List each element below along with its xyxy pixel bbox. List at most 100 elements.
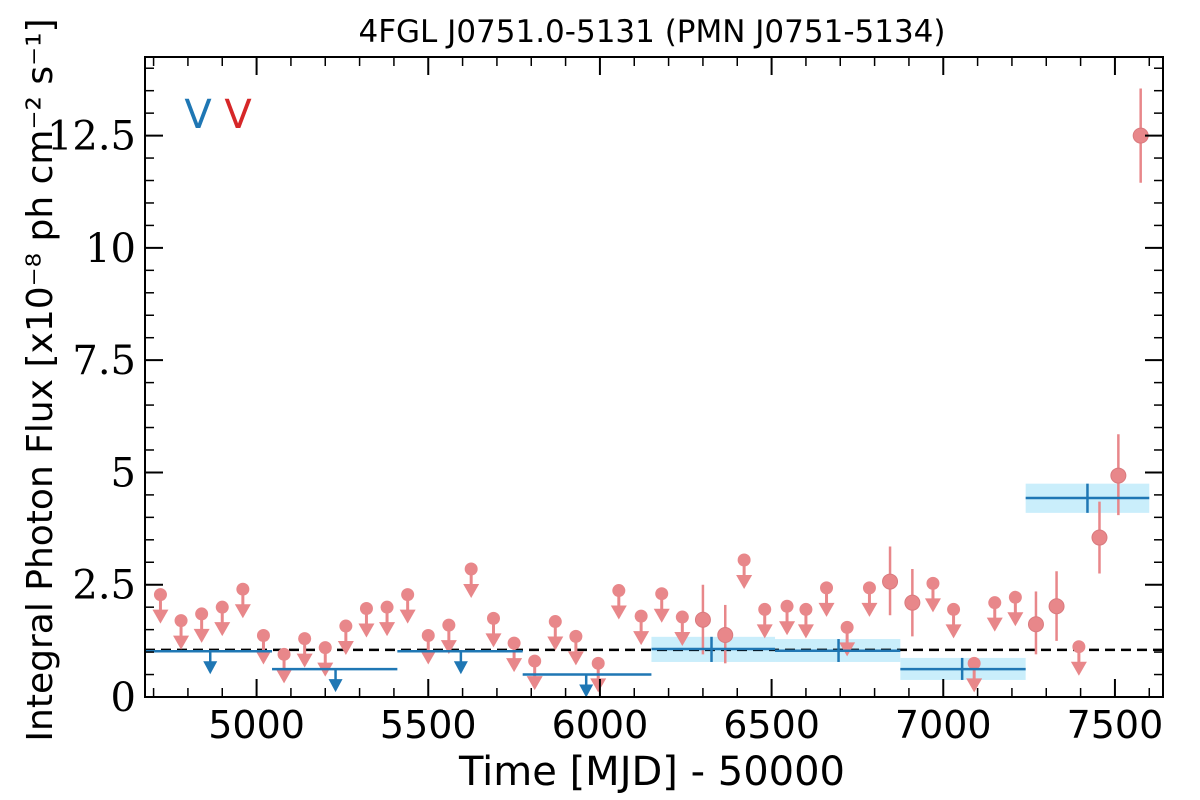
monthly-upper-limit-point bbox=[1072, 640, 1086, 654]
binned-upper-limit-arrow bbox=[453, 661, 468, 675]
monthly-upper-limit-point bbox=[737, 553, 751, 567]
legend-entry-binned: V bbox=[184, 92, 212, 138]
monthly-flux-point bbox=[717, 627, 734, 644]
chart-title: 4FGL J0751.0-5131 (PMN J0751-5134) bbox=[358, 14, 945, 50]
monthly-upper-limit-arrow bbox=[399, 609, 416, 624]
y-tick-label: 10 bbox=[85, 226, 136, 272]
monthly-upper-limit-point bbox=[401, 588, 415, 602]
monthly-upper-limit-point bbox=[236, 582, 250, 596]
monthly-upper-limit-point bbox=[256, 628, 270, 642]
monthly-upper-limit-arrow bbox=[986, 617, 1003, 632]
monthly-upper-limit-arrow bbox=[485, 633, 502, 648]
x-tick-label: 7000 bbox=[895, 703, 992, 747]
monthly-upper-limit-point bbox=[548, 615, 562, 629]
monthly-upper-limit-point bbox=[634, 609, 648, 623]
monthly-upper-limit-arrow bbox=[756, 624, 773, 639]
binned-upper-limit-arrow bbox=[579, 684, 594, 698]
monthly-upper-limit-point bbox=[215, 600, 229, 614]
monthly-upper-limit-arrow bbox=[526, 676, 543, 691]
monthly-flux-point bbox=[1048, 598, 1065, 615]
monthly-upper-limit-point bbox=[195, 607, 209, 621]
monthly-upper-limit-point bbox=[528, 654, 542, 668]
monthly-upper-limit-arrow bbox=[567, 651, 584, 666]
monthly-flux-point bbox=[694, 611, 711, 628]
y-axis-label: Integral Photon Flux [x10⁻⁸ ph cm⁻² s⁻¹] bbox=[20, 18, 61, 741]
monthly-upper-limit-arrow bbox=[358, 623, 375, 638]
monthly-upper-limit-point bbox=[359, 602, 373, 616]
monthly-upper-limit-arrow bbox=[214, 622, 231, 637]
monthly-upper-limit-arrow bbox=[440, 640, 457, 655]
monthly-upper-limit-point bbox=[758, 602, 772, 616]
monthly-upper-limit-point bbox=[947, 602, 961, 616]
monthly-upper-limit-point bbox=[591, 656, 605, 670]
monthly-upper-limit-arrow bbox=[379, 622, 396, 637]
monthly-flux-point bbox=[1027, 616, 1044, 633]
monthly-upper-limit-arrow bbox=[633, 631, 650, 646]
monthly-upper-limit-point bbox=[569, 629, 583, 643]
y-tick-label: 7.5 bbox=[72, 338, 136, 384]
monthly-upper-limit-point bbox=[926, 576, 940, 590]
monthly-upper-limit-point bbox=[780, 599, 794, 613]
monthly-upper-limit-arrow bbox=[463, 584, 480, 598]
monthly-upper-limit-arrow bbox=[337, 641, 354, 656]
monthly-upper-limit-point bbox=[655, 587, 669, 601]
monthly-upper-limit-point bbox=[612, 584, 626, 598]
monthly-upper-limit-point bbox=[298, 632, 312, 646]
monthly-upper-limit-arrow bbox=[653, 608, 670, 623]
monthly-upper-limit-point bbox=[421, 628, 435, 642]
x-axis-label: Time [MJD] - 50000 bbox=[458, 749, 845, 795]
y-tick-label: 5 bbox=[111, 450, 136, 496]
monthly-upper-limit-point bbox=[988, 596, 1002, 610]
monthly-upper-limit-arrow bbox=[193, 628, 210, 643]
monthly-upper-limit-arrow bbox=[420, 650, 437, 665]
monthly-upper-limit-arrow bbox=[736, 575, 753, 590]
monthly-flux-point bbox=[904, 594, 921, 611]
legend: V V bbox=[184, 92, 252, 138]
monthly-upper-limit-arrow bbox=[506, 658, 523, 673]
x-tick-label: 7500 bbox=[1067, 703, 1164, 747]
monthly-upper-limit-arrow bbox=[797, 624, 814, 639]
monthly-upper-limit-point bbox=[820, 581, 834, 595]
binned-upper-limit-arrow bbox=[203, 661, 218, 675]
monthly-upper-limit-arrow bbox=[152, 609, 169, 624]
monthly-flux-series bbox=[152, 88, 1149, 693]
monthly-upper-limit-point bbox=[1008, 590, 1022, 604]
monthly-upper-limit-arrow bbox=[255, 650, 272, 665]
monthly-upper-limit-point bbox=[442, 618, 456, 632]
monthly-upper-limit-arrow bbox=[674, 632, 691, 647]
y-tick-label: 12.5 bbox=[47, 114, 136, 160]
monthly-upper-limit-arrow bbox=[296, 653, 313, 668]
monthly-upper-limit-point bbox=[380, 600, 394, 614]
monthly-upper-limit-point bbox=[174, 614, 188, 628]
monthly-flux-point bbox=[1110, 467, 1127, 484]
monthly-upper-limit-arrow bbox=[818, 602, 835, 617]
monthly-flux-point bbox=[882, 573, 899, 590]
monthly-upper-limit-point bbox=[318, 641, 332, 655]
monthly-upper-limit-point bbox=[339, 619, 353, 633]
monthly-upper-limit-point bbox=[675, 610, 689, 624]
binned-upper-limit-arrow bbox=[328, 679, 343, 693]
monthly-upper-limit-arrow bbox=[839, 642, 856, 657]
monthly-upper-limit-point bbox=[464, 562, 478, 576]
monthly-upper-limit-arrow bbox=[547, 636, 564, 651]
x-tick-label: 5000 bbox=[208, 703, 305, 747]
monthly-upper-limit-point bbox=[862, 581, 876, 595]
plot-frame bbox=[144, 56, 1164, 698]
axis-tick-labels: 5000 5500 6000 6500 7000 7500 0 2.5 5 7.5 10 12.5 bbox=[47, 114, 1163, 747]
monthly-upper-limit-arrow bbox=[173, 635, 190, 650]
y-tick-label: 0 bbox=[111, 675, 136, 721]
monthly-upper-limit-arrow bbox=[276, 669, 293, 684]
monthly-upper-limit-arrow bbox=[966, 678, 983, 693]
monthly-upper-limit-point bbox=[486, 611, 500, 625]
binned-flux-series bbox=[145, 483, 1150, 698]
monthly-upper-limit-arrow bbox=[590, 678, 607, 693]
monthly-upper-limit-arrow bbox=[861, 602, 878, 617]
monthly-upper-limit-arrow bbox=[234, 604, 251, 619]
axis-ticks bbox=[145, 57, 1163, 698]
legend-entry-monthly: V bbox=[224, 92, 252, 138]
monthly-upper-limit-arrow bbox=[924, 598, 941, 613]
monthly-upper-limit-point bbox=[799, 602, 813, 616]
monthly-upper-limit-arrow bbox=[945, 624, 962, 639]
monthly-upper-limit-point bbox=[840, 620, 854, 634]
